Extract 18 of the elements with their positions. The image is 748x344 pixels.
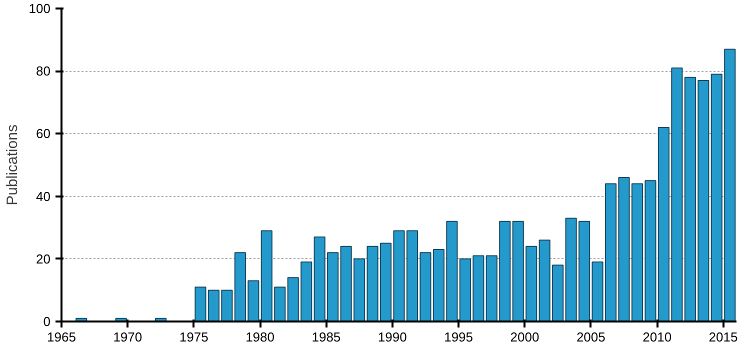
x-tick-label: 1980 xyxy=(246,330,274,344)
x-tick-label: 2005 xyxy=(576,330,606,344)
x-tick-label: 1990 xyxy=(378,330,407,344)
y-tick-label: 60 xyxy=(36,126,51,142)
x-tick-label: 2010 xyxy=(642,330,672,344)
x-tick-label: 2015 xyxy=(708,330,738,344)
x-tick-label: 1970 xyxy=(113,330,142,344)
y-tick-label: 0 xyxy=(43,314,51,329)
y-axis-title: Publications xyxy=(4,124,21,206)
x-tick-label: 1985 xyxy=(312,330,341,344)
x-tick-label: 1995 xyxy=(444,330,474,344)
y-tick-label: 40 xyxy=(36,188,51,204)
y-tick-label: 100 xyxy=(28,1,51,16)
y-tick-label: 80 xyxy=(36,64,51,79)
x-tick-label: 1965 xyxy=(47,330,76,344)
x-tick-label: 2000 xyxy=(510,330,540,344)
x-tick-label: 1975 xyxy=(179,330,208,344)
y-tick-label: 20 xyxy=(36,251,51,266)
